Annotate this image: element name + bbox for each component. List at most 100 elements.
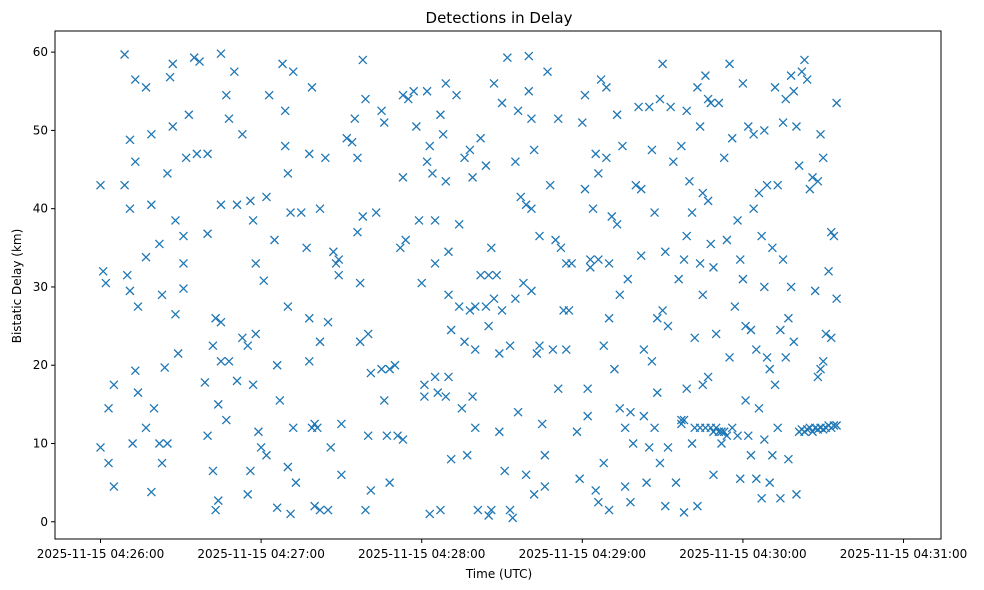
data-point [312, 423, 322, 433]
x-axis-label: Time (UTC) [465, 567, 532, 581]
data-point [417, 278, 427, 288]
data-point [655, 94, 665, 104]
data-point [711, 329, 721, 339]
data-point [751, 474, 761, 484]
data-point [829, 231, 839, 241]
data-point [470, 345, 480, 355]
data-point [583, 411, 593, 421]
data-point [781, 94, 791, 104]
data-point [452, 90, 461, 100]
data-point [735, 474, 745, 484]
data-point [636, 184, 646, 194]
data-point [390, 360, 400, 370]
data-point [524, 51, 534, 61]
data-point [824, 266, 834, 276]
data-point [444, 290, 453, 300]
data-point [623, 274, 633, 284]
data-point [663, 442, 673, 452]
data-point [278, 59, 287, 69]
data-point [526, 286, 536, 296]
data-point [211, 505, 221, 515]
data-point [481, 161, 491, 171]
data-point [596, 75, 606, 84]
data-point [125, 286, 135, 296]
data-point [168, 122, 178, 131]
data-point [585, 255, 595, 265]
data-point [722, 431, 732, 441]
data-point [221, 415, 231, 425]
data-point [679, 507, 689, 517]
data-point [229, 67, 239, 77]
data-point [808, 427, 817, 437]
data-point [829, 421, 839, 430]
data-point [620, 423, 630, 433]
data-point [157, 458, 167, 468]
data-point [288, 67, 298, 77]
data-point [200, 377, 210, 387]
data-point [216, 317, 226, 327]
data-point [179, 231, 188, 241]
data-point [743, 122, 753, 131]
data-point [580, 184, 590, 194]
data-point [526, 204, 536, 214]
data-point [248, 215, 258, 225]
data-point [141, 252, 151, 262]
data-point [441, 78, 451, 88]
data-point [513, 106, 523, 116]
data-point [813, 372, 823, 382]
data-point [430, 215, 440, 225]
data-point [773, 180, 783, 190]
data-point [727, 423, 737, 433]
data-point [497, 98, 507, 108]
data-point [725, 59, 734, 69]
data-point [789, 86, 799, 96]
data-point [454, 219, 464, 229]
data-point [599, 458, 609, 468]
data-point [216, 356, 226, 366]
data-point [315, 505, 325, 515]
data-point [283, 462, 293, 472]
x-tick-label: 2025-11-15 04:30:00 [679, 547, 806, 561]
data-point [832, 98, 842, 108]
data-point [794, 161, 804, 171]
data-point [521, 200, 531, 210]
data-point [425, 141, 435, 151]
data-point [419, 380, 429, 390]
data-point [741, 321, 751, 331]
data-point [709, 262, 718, 272]
data-point [703, 372, 713, 382]
data-point [703, 94, 713, 104]
data-point [508, 513, 518, 523]
data-point [302, 243, 312, 253]
data-point [620, 482, 630, 492]
data-point [358, 212, 368, 221]
data-point [216, 200, 226, 210]
data-point [500, 466, 510, 476]
data-point [660, 247, 670, 257]
data-point [427, 168, 437, 178]
data-point [331, 259, 341, 268]
data-point [585, 262, 595, 272]
data-point [741, 395, 751, 405]
data-point [551, 235, 561, 245]
data-point [526, 114, 536, 124]
data-point [529, 145, 539, 155]
data-point [604, 313, 614, 323]
data-point [575, 474, 585, 484]
data-point [757, 493, 767, 503]
data-point [395, 243, 405, 253]
data-point [486, 505, 496, 515]
data-point [791, 122, 801, 131]
data-point [572, 427, 582, 437]
data-point [818, 153, 828, 163]
data-point [722, 235, 732, 245]
data-point [393, 431, 403, 441]
data-point [460, 337, 470, 347]
data-point [433, 388, 443, 398]
data-point [604, 505, 614, 515]
data-point [695, 259, 705, 268]
data-point [347, 137, 357, 147]
data-point [189, 53, 199, 63]
data-point [256, 442, 266, 452]
data-point [765, 364, 775, 374]
